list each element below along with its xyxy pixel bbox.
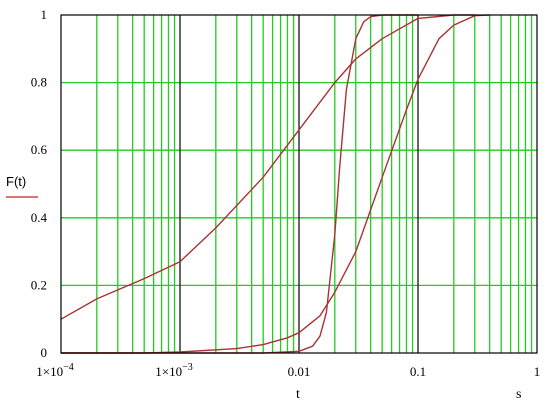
- plot-frame: [60, 14, 538, 354]
- major-gridlines: [179, 15, 419, 353]
- x-tick-label: 0.1: [410, 364, 426, 379]
- x-tick-label: 1×10−4: [36, 362, 73, 379]
- y-tick-label: 0.8: [31, 75, 47, 90]
- series-curves: [60, 14, 490, 354]
- x-tick-exponent: −3: [182, 362, 193, 373]
- plot-border: [60, 14, 538, 354]
- y-axis-label: F(t): [6, 174, 26, 189]
- y-tick-label: 0.4: [31, 210, 48, 225]
- y-tick-label: 0.6: [31, 142, 48, 157]
- y-tick-label: 0.2: [31, 277, 47, 292]
- tick-labels: 1×10−4 1×10−3 0.01 0.1 1 0 0.2 0.4 0.6 0.8 1: [31, 7, 541, 379]
- x-axis-unit: s: [516, 387, 521, 402]
- series-line-3: [61, 14, 418, 354]
- x-tick-label: 1: [534, 364, 541, 379]
- x-tick-label: 1×10−3: [155, 362, 192, 379]
- y-tick-label: 1: [41, 7, 48, 22]
- series-line-2: [61, 14, 490, 354]
- series-line-1: [60, 14, 475, 320]
- x-tick-label: 0.01: [288, 364, 311, 379]
- minor-gridlines: [61, 15, 537, 353]
- y-tick-label: 0: [41, 345, 48, 360]
- x-axis-label: t: [296, 387, 300, 402]
- x-tick-exponent: −4: [63, 362, 74, 373]
